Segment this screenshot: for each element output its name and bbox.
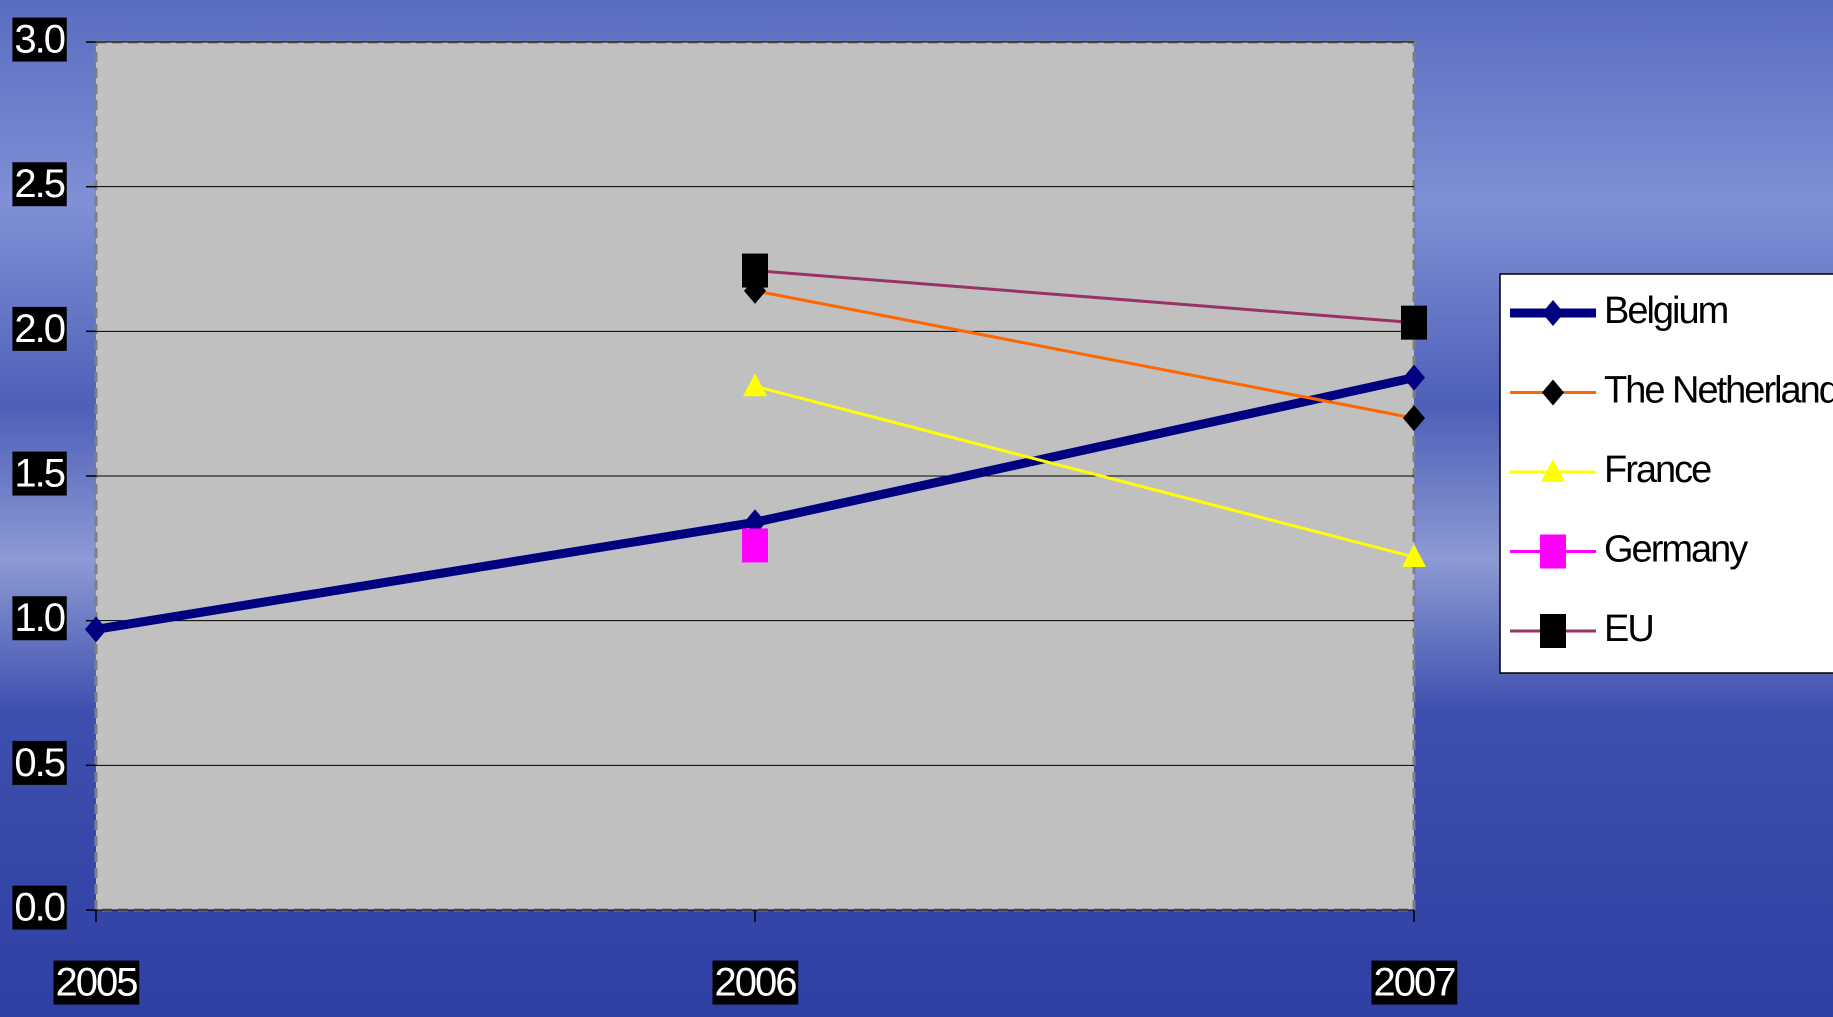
tick-label-bg (12, 162, 67, 207)
tick-label: 2005 (56, 961, 138, 1005)
tick-label: 3.0 (14, 18, 64, 62)
series-line (754, 384, 1415, 559)
data-point (742, 528, 768, 563)
legend-label: The Netherlands (1604, 370, 1833, 412)
legend-marker (1541, 459, 1565, 482)
legend-label: France (1604, 449, 1711, 491)
data-point (1402, 544, 1426, 568)
data-point (1403, 405, 1425, 432)
tick-label-bg (12, 596, 67, 641)
legend-marker (1542, 379, 1564, 406)
tick-label: 2007 (1374, 961, 1456, 1005)
tick-label-bg (12, 306, 67, 351)
data-point (1403, 364, 1425, 391)
tick-label-bg (12, 885, 67, 930)
legend-marker (1540, 534, 1566, 569)
legend-marker (1540, 614, 1566, 648)
legend-label: Germany (1604, 529, 1748, 571)
tick-label: 2.5 (14, 162, 64, 206)
data-point (1401, 305, 1427, 340)
tick-label-bg (53, 960, 140, 1005)
legend-label: EU (1604, 608, 1653, 650)
tick-label: 2006 (715, 961, 797, 1005)
tick-label: 1.5 (14, 452, 64, 496)
data-point (743, 373, 767, 397)
data-point (85, 616, 107, 643)
tick-label: 1.0 (14, 596, 64, 640)
tick-label-bg (1371, 960, 1458, 1005)
tick-label-bg (12, 17, 67, 62)
series-line (754, 269, 1415, 325)
tick-label-bg (12, 740, 67, 785)
tick-label: 0.0 (14, 886, 64, 930)
data-point (742, 253, 768, 288)
legend-marker (1542, 300, 1564, 326)
tick-label-bg (712, 960, 799, 1005)
tick-label: 0.5 (14, 741, 64, 785)
legend-label: Belgium (1604, 290, 1728, 332)
tick-label: 2.0 (14, 307, 64, 351)
tick-label-bg (12, 451, 67, 496)
series-line (754, 289, 1415, 420)
